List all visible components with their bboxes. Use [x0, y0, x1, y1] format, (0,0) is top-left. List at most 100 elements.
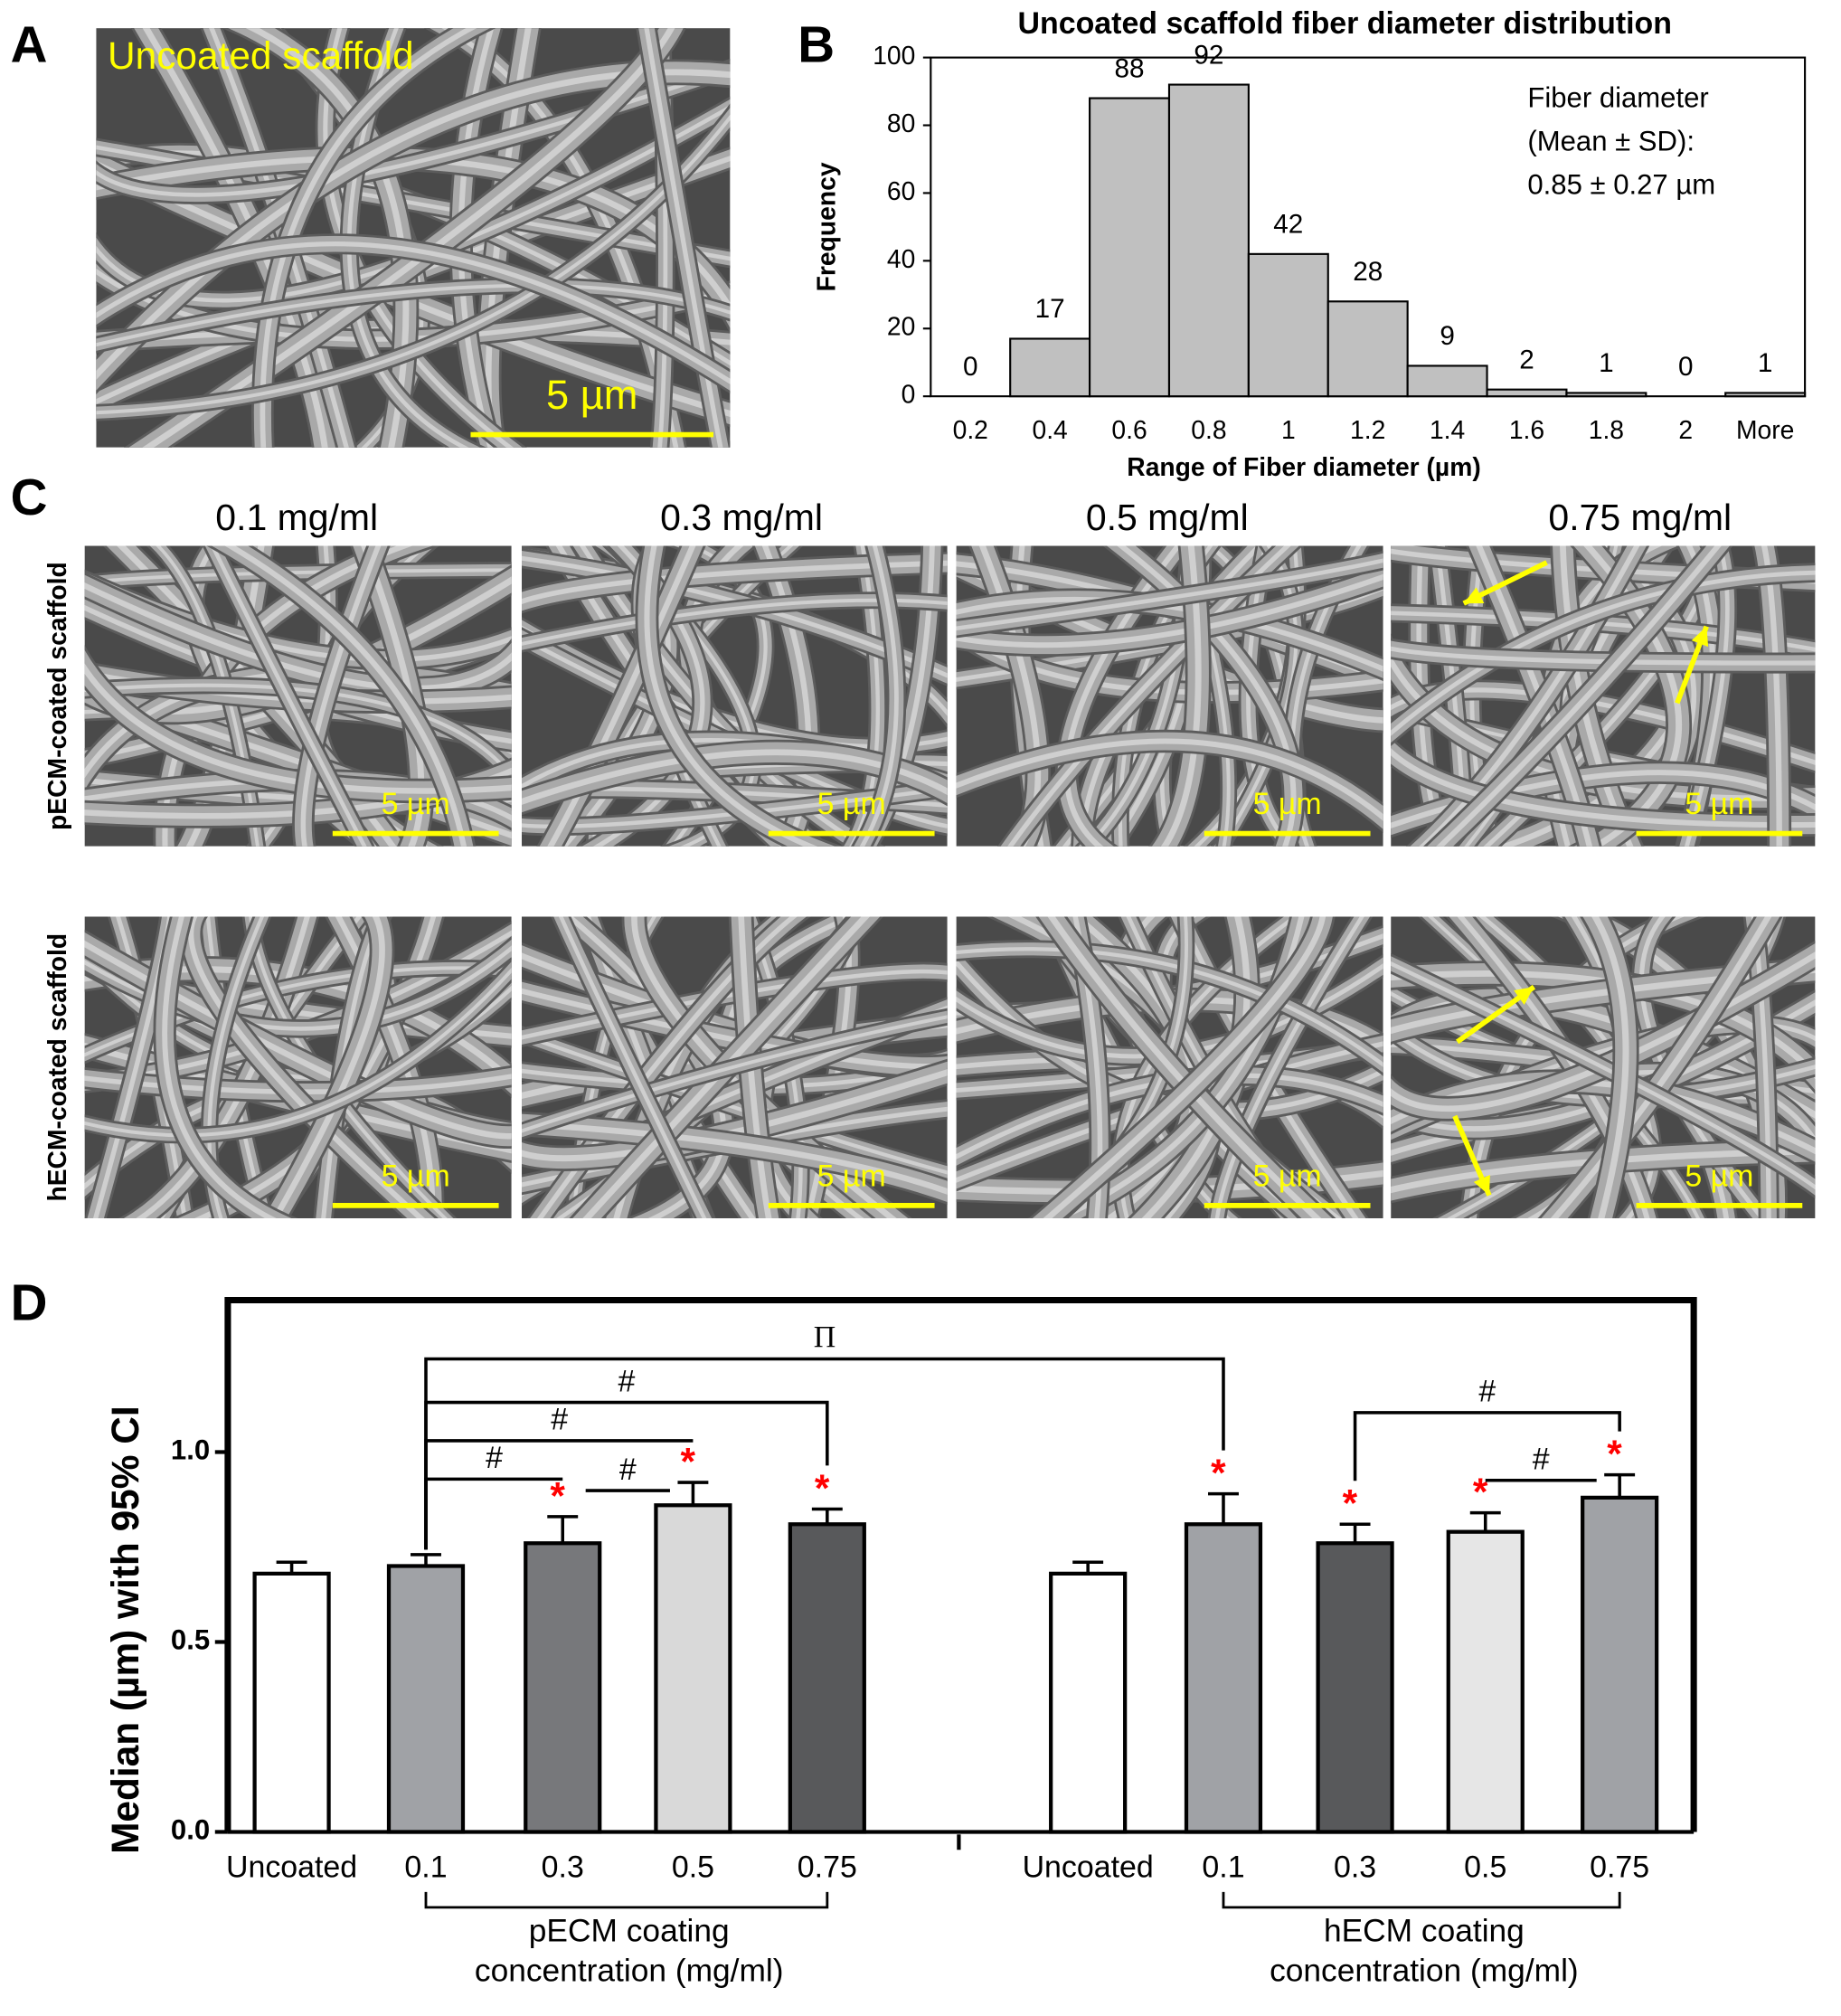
fiber-highlight: [1391, 961, 1816, 1190]
value-label: 1: [1599, 348, 1614, 378]
value-label: 92: [1194, 40, 1223, 70]
group-bracket: [1222, 1891, 1621, 1909]
value-label: 1: [1758, 348, 1773, 378]
sem-image: [1391, 545, 1816, 847]
arrow-head: [1691, 626, 1709, 648]
significance-star: *: [1607, 1433, 1622, 1475]
row-label: hECM-coated scaffold: [42, 933, 71, 1202]
fiber-highlight: [1436, 545, 1722, 847]
fiber-highlight: [84, 967, 512, 1138]
fiber-highlight: [207, 916, 265, 1219]
scale-bar-label: 5 µm: [817, 787, 886, 821]
sem-image: [84, 916, 512, 1219]
fiber-highlight: [522, 786, 948, 828]
fiber-highlight: [1047, 916, 1322, 1219]
scale-bar-label: 5 µm: [1253, 787, 1322, 821]
fiber-highlight: [956, 558, 1383, 631]
annotation: (Mean ± SD):: [1527, 126, 1695, 157]
bar: [1406, 364, 1488, 398]
y-axis-label: Frequency: [812, 162, 841, 291]
fiber-highlight: [1639, 916, 1766, 1219]
fiber-highlight: [582, 916, 871, 1219]
comparison-label: #: [486, 1441, 503, 1475]
y-tick-label: 1.0: [171, 1434, 210, 1466]
fiber-highlight: [522, 1015, 948, 1133]
sem-image: [956, 916, 1383, 1219]
fiber-highlight: [956, 573, 1383, 648]
fiber-highlight: [1435, 545, 1467, 847]
column-label: 0.1 mg/ml: [215, 497, 378, 538]
bar: [1724, 392, 1807, 398]
arrow-head: [1514, 987, 1534, 1006]
fiber-highlight: [96, 114, 731, 415]
x-tick-label: 0.75: [798, 1850, 857, 1884]
y-tick-label: 0: [902, 380, 916, 409]
value-label: 0: [963, 352, 978, 382]
value-label: 9: [1440, 321, 1455, 351]
bar: [1247, 252, 1329, 398]
bar: [1184, 1522, 1263, 1834]
x-tick-label: Uncoated: [1023, 1850, 1154, 1884]
x-tick-label: 1.6: [1509, 415, 1544, 444]
y-tick-label: 80: [887, 109, 915, 137]
fiber-highlight: [188, 916, 425, 1219]
fiber-highlight: [1391, 570, 1816, 736]
x-tick-label: 0.3: [542, 1850, 584, 1884]
comparison-bracket: [424, 1477, 563, 1550]
x-tick-label: 0.1: [1202, 1850, 1244, 1884]
fiber-highlight: [224, 545, 467, 847]
comparison-bracket: [1353, 1411, 1621, 1481]
fiber-highlight: [522, 635, 948, 828]
x-tick-label: 1.4: [1430, 415, 1465, 444]
annotation: Fiber diameter: [1527, 81, 1708, 113]
sem-image: [84, 545, 512, 847]
value-label: 28: [1353, 257, 1383, 287]
scale-bar-label: 5 µm: [382, 787, 450, 821]
x-tick-label: 0.6: [1111, 415, 1147, 444]
value-label: 88: [1115, 53, 1145, 83]
column-label: 0.75 mg/ml: [1548, 497, 1732, 538]
significance-star: *: [1473, 1471, 1488, 1513]
annotation: 0.85 ± 0.27 µm: [1527, 169, 1715, 201]
comparison-label: #: [1533, 1443, 1550, 1477]
x-tick-label: More: [1736, 415, 1794, 444]
fiber-highlight: [522, 598, 948, 646]
fiber-highlight: [1419, 545, 1640, 847]
fiber-highlight: [1246, 545, 1295, 847]
fiber-highlight: [558, 916, 707, 1219]
fiber-highlight: [1761, 545, 1782, 847]
x-tick-label: Uncoated: [226, 1850, 357, 1884]
bar: [1009, 337, 1091, 398]
comparison-label: #: [619, 1453, 637, 1487]
comparison-bracket: [424, 1357, 1225, 1550]
arrow-head: [1463, 587, 1485, 604]
x-tick-label: 0.4: [1033, 415, 1068, 444]
fiber-highlight: [564, 916, 727, 1219]
sem-image: [522, 545, 948, 847]
comparison-label: #: [618, 1364, 635, 1398]
bar: [386, 1564, 466, 1834]
x-tick-label: 0.1: [404, 1850, 447, 1884]
y-tick-label: 20: [887, 312, 915, 341]
bar: [1565, 392, 1647, 398]
y-tick-label: 0.5: [171, 1624, 210, 1656]
fiber-highlight: [84, 945, 512, 1031]
y-tick-label: 40: [887, 244, 915, 273]
significance-star: *: [681, 1440, 696, 1482]
bar: [654, 1503, 732, 1834]
x-tick-label: 0.5: [672, 1850, 714, 1884]
scale-bar-label: 5 µm: [1685, 1159, 1753, 1193]
image-caption: Uncoated scaffold: [108, 34, 414, 77]
fiber-highlight: [96, 241, 731, 384]
fiber-highlight: [260, 28, 477, 448]
plot-frame: [224, 1296, 1697, 1832]
bar: [1049, 1571, 1128, 1834]
panel-letter: C: [11, 469, 48, 525]
group-label: pECM coating: [529, 1913, 730, 1948]
x-axis-label: Range of Fiber diameter (µm): [1127, 452, 1480, 481]
x-tick-label: 0.8: [1191, 415, 1226, 444]
fiber-highlight: [644, 28, 723, 448]
value-label: 42: [1273, 210, 1303, 240]
